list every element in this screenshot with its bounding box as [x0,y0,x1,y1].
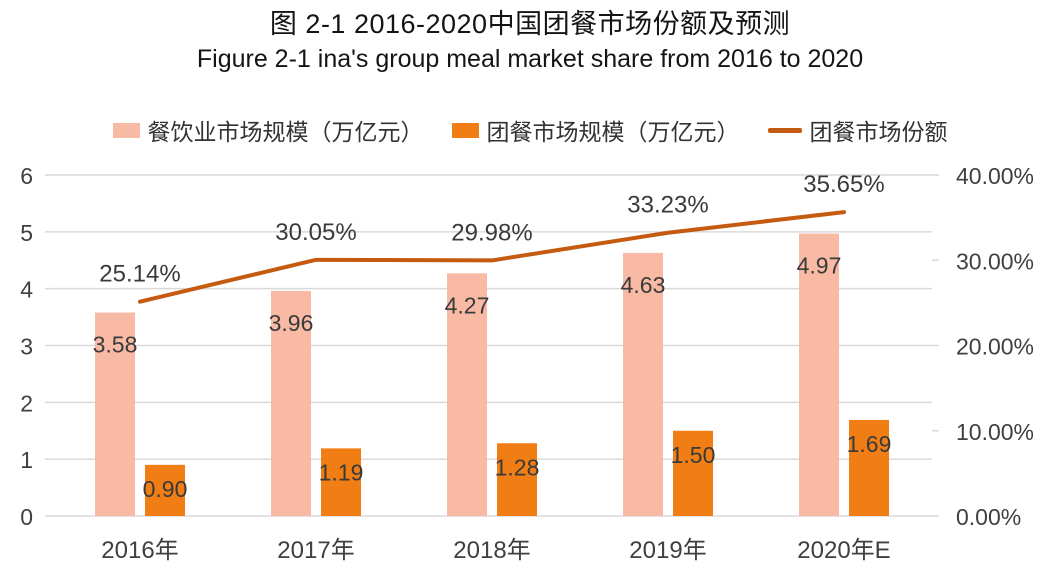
left-axis-label: 2 [20,390,33,416]
bar-group-meal-market [673,430,713,516]
chart-canvas: 0 1 2 3 4 5 6 0.00% 10.00% 20.00% 30.00% 40.00% 3.58… [20,163,1034,564]
right-axis-label: 40.00% [956,163,1034,189]
chart-title-cn: 图 2-1 2016-2020中国团餐市场份额及预测 [269,9,791,39]
right-axis-label: 10.00% [956,419,1034,445]
bar-value-label-restaurant: 3.58 [93,332,138,358]
bar-value-label-group-meal: 1.69 [847,431,892,457]
line-value-label-share: 33.23% [627,192,708,219]
chart-title-en: Figure 2-1 ina's group meal market share… [196,45,864,73]
x-axis-label: 2020年E [797,537,890,564]
legend-item-market-share: 团餐市场份额 [767,113,948,147]
right-axis-label: 0.00% [956,504,1021,530]
bar-restaurant-market [95,312,135,516]
line-value-label-share: 25.14% [99,261,180,288]
legend-label-group-meal-market: 团餐市场规模（万亿元） [486,119,740,145]
market-share-line [138,210,846,304]
bar-value-label-group-meal: 1.50 [671,442,716,468]
legend-label-restaurant-market: 餐饮业市场规模（万亿元） [147,119,424,145]
bar-value-label-restaurant: 4.63 [621,272,666,298]
bar-value-label-restaurant: 4.27 [445,292,490,318]
left-axis-label: 4 [20,277,33,303]
left-axis-label: 1 [20,447,33,473]
chart-legend: 餐饮业市场规模（万亿元） 团餐市场规模（万亿元） 团餐市场份额 [0,112,1060,148]
bar-value-label-group-meal: 0.90 [143,476,188,502]
bar-restaurant-market [799,233,839,516]
line-value-label-share: 35.65% [803,171,884,198]
left-axis-label: 3 [20,334,33,360]
bar-group-meal-market [497,443,537,516]
legend-item-restaurant-market: 餐饮业市场规模（万亿元） [112,113,424,147]
x-axis-label: 2017年 [277,537,354,564]
legend-item-group-meal-market: 团餐市场规模（万亿元） [451,113,740,147]
bar-value-label-restaurant: 4.97 [797,253,842,279]
line-value-label-share: 29.98% [451,219,532,246]
legend-swatch-group-meal-market [451,122,479,138]
bar-group-meal-market [849,419,889,516]
legend-swatch-market-share-line [767,127,802,133]
chart-figure: 图 2-1 2016-2020中国团餐市场份额及预测 Figure 2-1 in… [0,6,1060,564]
left-axis-label: 6 [20,163,33,189]
right-axis-label: 20.00% [956,334,1034,360]
bar-restaurant-market [447,273,487,516]
x-axis-label: 2016年 [101,537,178,564]
legend-swatch-restaurant-market [112,122,140,138]
bar-group-meal-market [145,464,185,516]
left-axis-label: 0 [20,504,33,530]
bar-group-meal-market [321,448,361,516]
x-axis-label: 2019年 [629,537,706,564]
bar-value-label-group-meal: 1.19 [319,459,364,485]
bar-value-label-group-meal: 1.28 [495,454,540,480]
line-value-label-share: 30.05% [275,219,356,246]
x-axis-label: 2018年 [453,537,530,564]
bar-restaurant-market [623,252,663,516]
bar-value-label-restaurant: 3.96 [269,310,314,336]
legend-label-market-share: 团餐市场份额 [809,119,948,145]
right-axis-label: 30.00% [956,248,1034,274]
bar-restaurant-market [271,290,311,516]
left-axis-label: 5 [20,220,33,246]
